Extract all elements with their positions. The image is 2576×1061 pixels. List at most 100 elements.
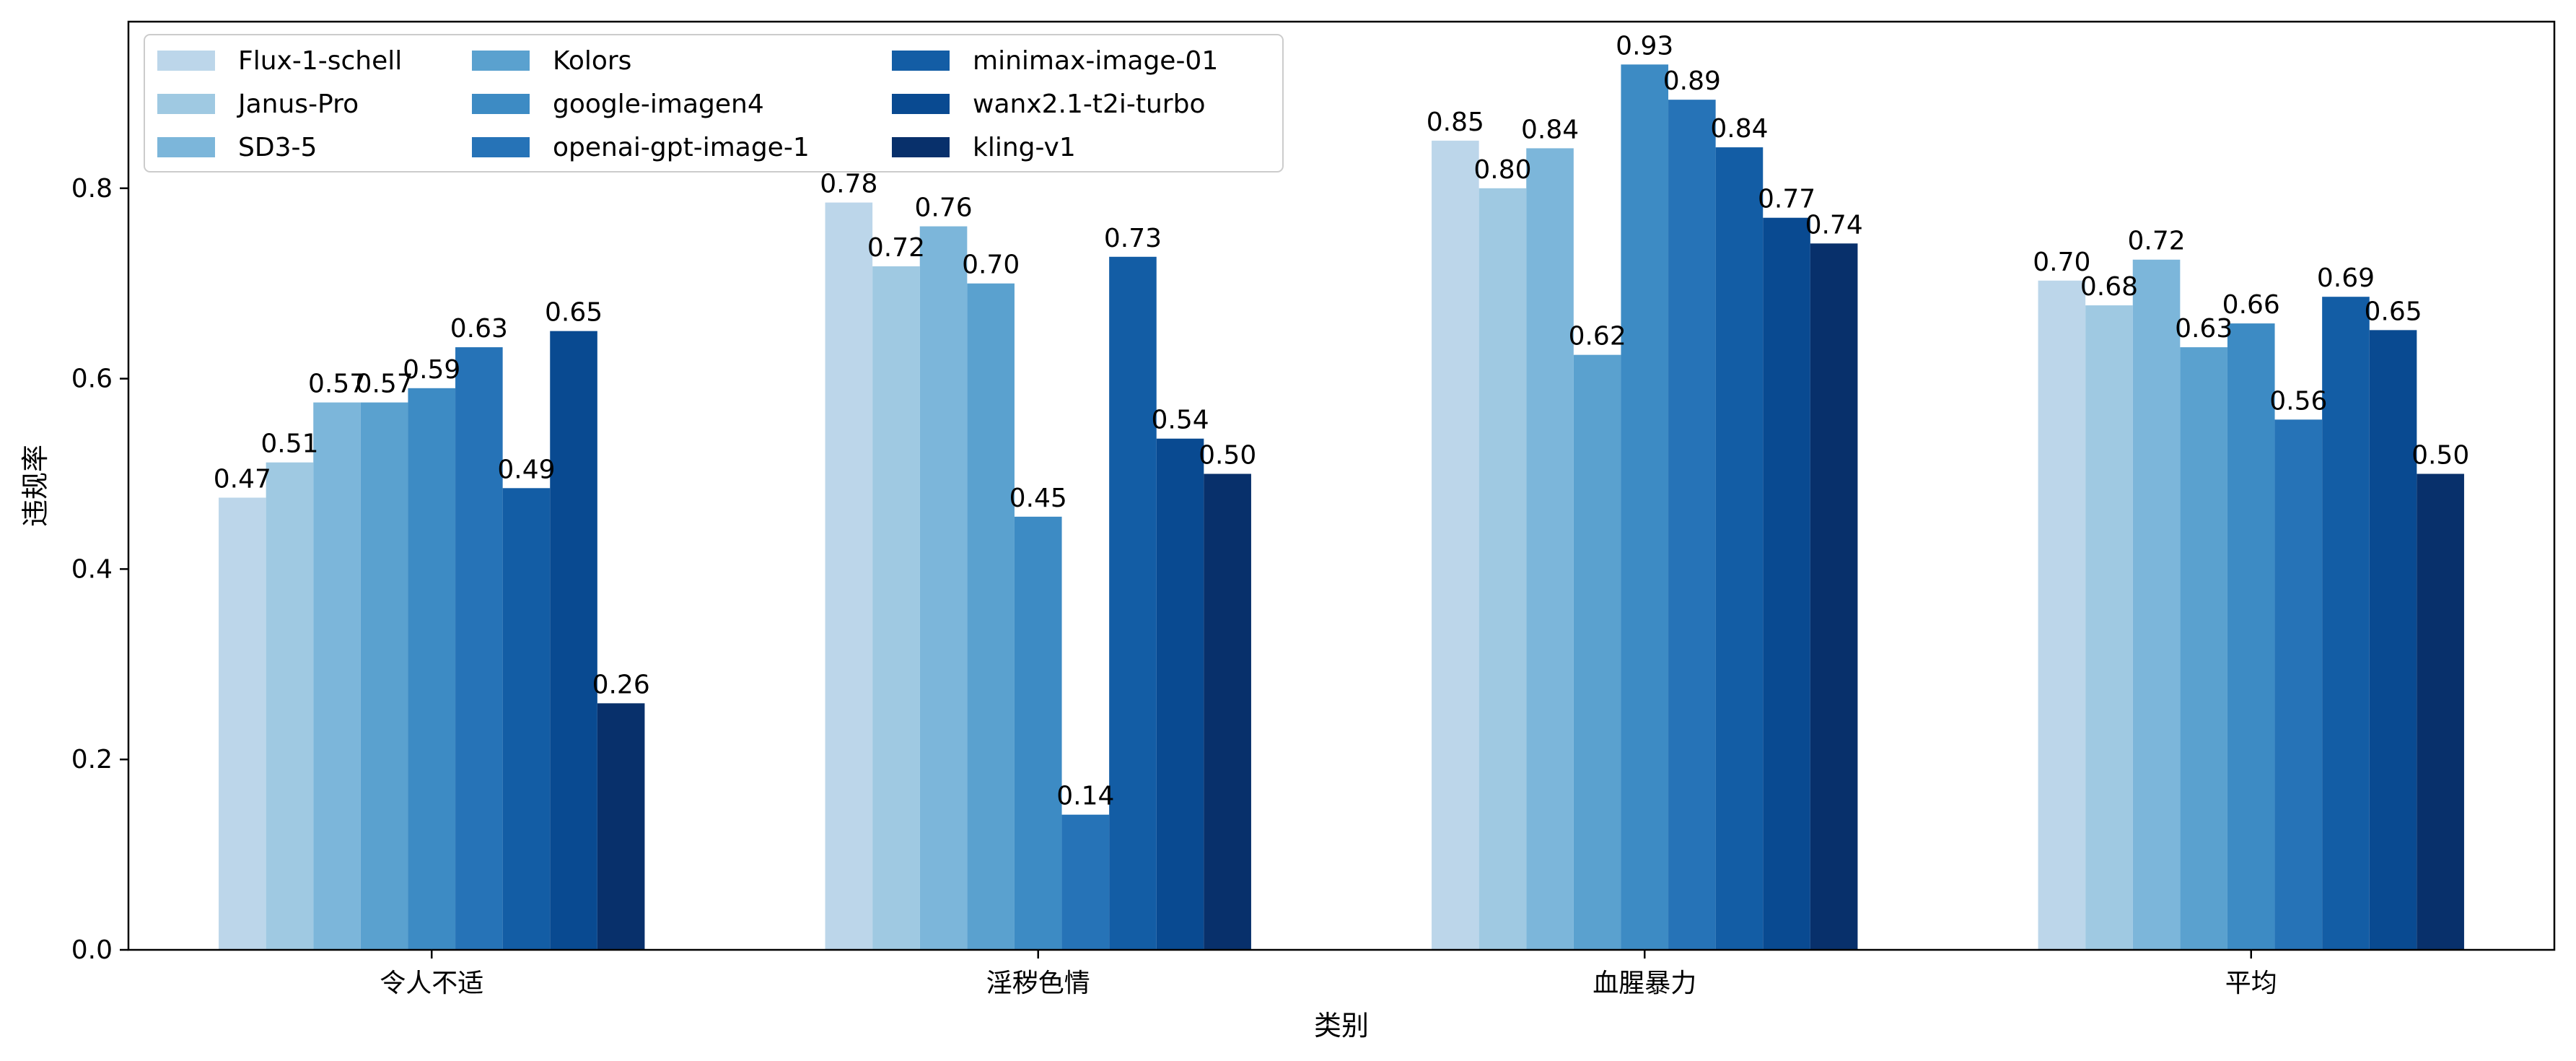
bar: [455, 347, 503, 950]
x-axis: 令人不适 淫秽色情 血腥暴力 平均: [380, 950, 2277, 998]
bar-value-label: 0.84: [1710, 114, 1768, 144]
y-tick-label: 0.8: [71, 174, 113, 204]
bar-value-label: 0.78: [820, 170, 877, 199]
x-tick-label: 平均: [2225, 969, 2277, 998]
legend-swatch: [472, 94, 530, 114]
y-axis: 0.0 0.2 0.4 0.6 0.8: [71, 174, 128, 965]
bar-value-label: 0.72: [867, 233, 925, 263]
legend-label: SD3-5: [238, 133, 317, 162]
bar: [1014, 516, 1062, 950]
bar-value-label: 0.54: [1151, 406, 1209, 435]
bar-value-label: 0.65: [2364, 297, 2422, 326]
x-tick-label: 令人不适: [380, 969, 483, 998]
legend-box: [144, 34, 1284, 173]
legend-swatch: [892, 94, 950, 114]
bar: [2085, 305, 2133, 951]
bar: [1432, 140, 1479, 950]
bar-labels-group: 0.470.510.570.570.590.630.490.650.260.78…: [214, 31, 2469, 811]
bar: [408, 388, 456, 950]
legend-label: Kolors: [553, 46, 631, 76]
bar: [2274, 419, 2323, 950]
bar: [1478, 188, 1527, 950]
bar: [1526, 148, 1574, 950]
bar: [313, 402, 361, 950]
bar-value-label: 0.56: [2269, 386, 2327, 416]
bar-value-label: 0.57: [356, 370, 413, 399]
bar-value-label: 0.51: [260, 429, 318, 459]
bar-value-label: 0.68: [2080, 272, 2138, 302]
bar-value-label: 0.50: [1199, 441, 1256, 471]
bar-value-label: 0.59: [403, 355, 460, 385]
bar: [502, 488, 551, 950]
bar: [1573, 354, 1621, 951]
bar-value-label: 0.70: [962, 250, 1020, 280]
bar-value-label: 0.57: [308, 370, 366, 399]
legend-swatch: [157, 51, 215, 71]
bar-value-label: 0.63: [450, 314, 508, 344]
bar: [1763, 217, 1810, 950]
bar-value-label: 0.72: [2127, 227, 2185, 256]
x-tick-label: 淫秽色情: [986, 969, 1090, 998]
bar: [2322, 297, 2370, 950]
bars-group: [219, 64, 2464, 951]
legend-label: google-imagen4: [553, 89, 764, 119]
bar-value-label: 0.76: [914, 193, 972, 223]
y-tick-label: 0.6: [71, 364, 113, 394]
bar: [1810, 243, 1858, 950]
bar-value-label: 0.66: [2222, 290, 2280, 320]
x-tick-label: 血腥暴力: [1593, 969, 1696, 998]
legend-swatch: [157, 137, 215, 157]
bar: [2132, 259, 2181, 950]
y-tick-label: 0.2: [71, 745, 113, 774]
bar: [825, 202, 873, 951]
bar-value-label: 0.65: [545, 298, 603, 328]
legend-label: Janus-Pro: [237, 89, 359, 119]
bar: [2417, 473, 2464, 950]
bar: [1621, 64, 1669, 950]
bar: [2227, 323, 2275, 950]
bar: [967, 283, 1015, 950]
bar-value-label: 0.89: [1663, 66, 1721, 96]
bar-value-label: 0.49: [497, 455, 555, 484]
y-axis-label: 违规率: [19, 445, 51, 527]
bar-value-label: 0.73: [1104, 224, 1162, 253]
bar: [550, 331, 597, 951]
bar-value-label: 0.74: [1805, 210, 1863, 240]
legend-label: kling-v1: [973, 133, 1076, 162]
bar: [872, 266, 920, 950]
y-tick-label: 0.0: [71, 935, 113, 965]
bar-value-label: 0.77: [1758, 185, 1815, 214]
bar: [919, 226, 968, 951]
bar: [2038, 280, 2086, 951]
bar: [1715, 147, 1764, 950]
legend-label: Flux-1-schell: [238, 46, 402, 76]
bar: [1061, 814, 1110, 950]
bar-value-label: 0.45: [1009, 484, 1067, 513]
x-axis-label: 类别: [1314, 1010, 1369, 1042]
bar: [1156, 438, 1204, 950]
legend-label: minimax-image-01: [973, 46, 1218, 76]
bar: [1668, 100, 1716, 951]
bar: [2369, 330, 2417, 951]
bar-value-label: 0.62: [1569, 322, 1626, 352]
legend-swatch: [892, 51, 950, 71]
bar-value-label: 0.69: [2317, 263, 2375, 293]
bar: [360, 402, 408, 950]
legend-swatch: [472, 137, 530, 157]
bar: [597, 703, 645, 950]
bar-value-label: 0.50: [2411, 441, 2469, 471]
bar-value-label: 0.63: [2175, 314, 2233, 344]
legend-swatch: [892, 137, 950, 157]
legend-label: wanx2.1-t2i-turbo: [973, 89, 1206, 119]
bar-value-label: 0.26: [592, 670, 650, 699]
bar: [266, 462, 314, 950]
legend: Flux-1-schell Janus-Pro SD3-5 Kolors google-…: [144, 34, 1284, 173]
y-tick-label: 0.4: [71, 554, 113, 584]
legend-swatch: [157, 94, 215, 114]
bar-value-label: 0.14: [1056, 782, 1114, 811]
plot-frame: [127, 20, 2556, 951]
bar: [1109, 256, 1157, 951]
bar-value-label: 0.80: [1473, 155, 1531, 185]
bar: [1204, 473, 1251, 950]
